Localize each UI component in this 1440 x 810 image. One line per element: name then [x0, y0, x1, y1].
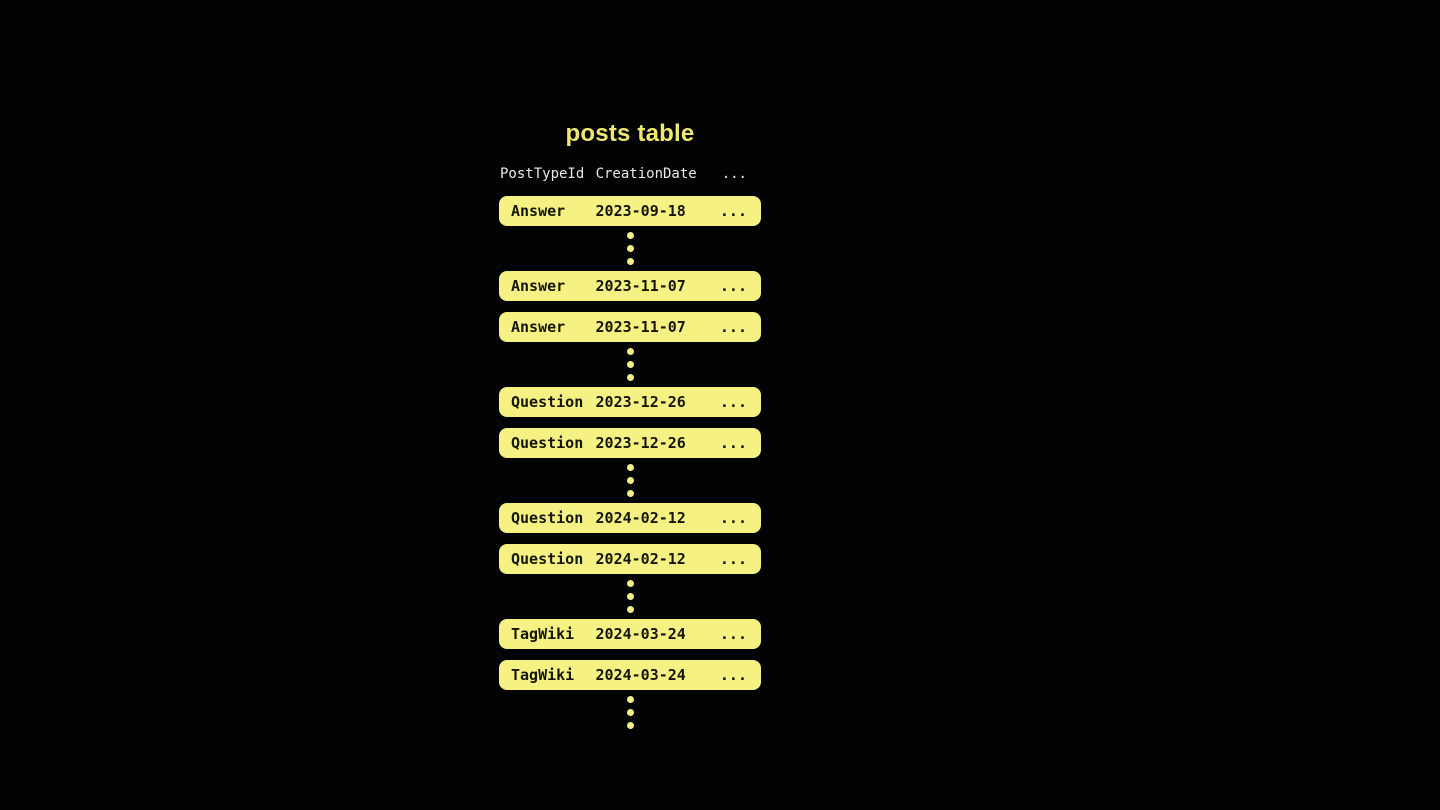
- header-creation-date: CreationDate: [595, 166, 697, 182]
- table-row: Question 2023-12-26 ...: [499, 387, 761, 417]
- row-creation-date: 2023-12-26: [595, 434, 686, 452]
- row-post-type: TagWiki: [511, 666, 575, 684]
- row-creation-date: 2024-02-12: [595, 550, 686, 568]
- ellipsis-dot: [626, 374, 634, 381]
- row-creation-date: 2023-11-07: [595, 277, 686, 295]
- row-creation-date: 2023-11-07: [595, 318, 686, 336]
- ellipsis-dot: [626, 709, 634, 716]
- row-more: ...: [719, 202, 747, 220]
- row-creation-date: 2023-12-26: [595, 393, 686, 411]
- vertical-ellipsis: [499, 580, 761, 613]
- row-post-type: Question: [511, 434, 584, 452]
- row-post-type: Question: [511, 393, 584, 411]
- row-more: ...: [719, 509, 747, 527]
- table-row: Answer 2023-11-07 ...: [499, 312, 761, 342]
- ellipsis-dot: [626, 477, 634, 484]
- ellipsis-dot: [626, 580, 634, 587]
- ellipsis-dot: [626, 593, 634, 600]
- vertical-ellipsis: [499, 464, 761, 497]
- posts-table-diagram: posts table PostTypeId CreationDate ... …: [499, 118, 761, 729]
- ellipsis-dot: [626, 606, 634, 613]
- table-rows: Answer 2023-09-18 ... Answer 2023-11-07 …: [499, 196, 761, 729]
- table-row: TagWiki 2024-03-24 ...: [499, 619, 761, 649]
- row-creation-date: 2024-03-24: [595, 625, 686, 643]
- ellipsis-dot: [626, 348, 634, 355]
- row-post-type: Answer: [511, 318, 566, 336]
- row-post-type: Question: [511, 550, 584, 568]
- row-more: ...: [719, 393, 747, 411]
- ellipsis-dot: [626, 245, 634, 252]
- row-post-type: Answer: [511, 202, 566, 220]
- table-row: TagWiki 2024-03-24 ...: [499, 660, 761, 690]
- row-post-type: Answer: [511, 277, 566, 295]
- header-ellipsis: ...: [721, 166, 747, 182]
- row-more: ...: [719, 625, 747, 643]
- row-creation-date: 2023-09-18: [595, 202, 686, 220]
- table-row: Answer 2023-11-07 ...: [499, 271, 761, 301]
- ellipsis-dot: [626, 464, 634, 471]
- vertical-ellipsis: [499, 232, 761, 265]
- row-more: ...: [719, 550, 747, 568]
- row-post-type: TagWiki: [511, 625, 575, 643]
- table-row: Question 2024-02-12 ...: [499, 503, 761, 533]
- ellipsis-dot: [626, 696, 634, 703]
- ellipsis-dot: [626, 490, 634, 497]
- table-row: Question 2024-02-12 ...: [499, 544, 761, 574]
- ellipsis-dot: [626, 258, 634, 265]
- row-more: ...: [719, 666, 747, 684]
- header-post-type-id: PostTypeId: [500, 166, 585, 182]
- row-creation-date: 2024-03-24: [595, 666, 686, 684]
- ellipsis-dot: [626, 232, 634, 239]
- row-creation-date: 2024-02-12: [595, 509, 686, 527]
- row-more: ...: [719, 434, 747, 452]
- vertical-ellipsis: [499, 696, 761, 729]
- row-more: ...: [719, 318, 747, 336]
- vertical-ellipsis: [499, 348, 761, 381]
- row-post-type: Question: [511, 509, 584, 527]
- column-headers: PostTypeId CreationDate ...: [499, 166, 761, 182]
- table-row: Question 2023-12-26 ...: [499, 428, 761, 458]
- row-more: ...: [719, 277, 747, 295]
- ellipsis-dot: [626, 722, 634, 729]
- diagram-title: posts table: [565, 120, 695, 147]
- table-row: Answer 2023-09-18 ...: [499, 196, 761, 226]
- ellipsis-dot: [626, 361, 634, 368]
